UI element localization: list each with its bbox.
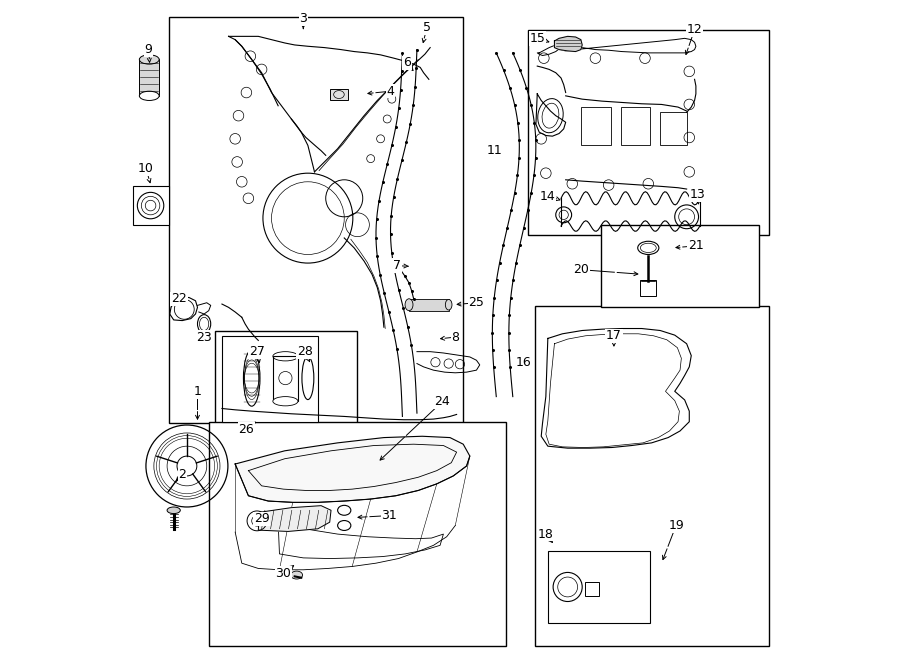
Text: 4: 4 — [387, 85, 394, 98]
Ellipse shape — [405, 299, 413, 311]
Bar — [209, 422, 506, 646]
Text: 18: 18 — [538, 527, 554, 541]
Bar — [548, 551, 651, 623]
Text: 19: 19 — [668, 519, 684, 532]
Bar — [661, 112, 687, 145]
Text: 7: 7 — [393, 259, 401, 272]
Text: 30: 30 — [275, 567, 292, 580]
Bar — [620, 107, 651, 145]
Ellipse shape — [446, 299, 452, 310]
Text: 2: 2 — [178, 468, 186, 481]
Bar — [329, 89, 348, 100]
Bar — [409, 299, 449, 311]
Text: 15: 15 — [529, 32, 545, 45]
Text: 3: 3 — [300, 12, 307, 25]
Bar — [222, 336, 318, 422]
Text: 22: 22 — [171, 292, 187, 305]
Polygon shape — [235, 436, 470, 502]
Ellipse shape — [140, 91, 159, 100]
Bar — [528, 30, 770, 235]
Text: 23: 23 — [196, 330, 212, 344]
Text: 24: 24 — [434, 395, 450, 408]
Polygon shape — [258, 506, 331, 531]
Bar — [641, 280, 656, 296]
Text: 17: 17 — [606, 329, 622, 342]
Bar — [535, 306, 770, 646]
Bar — [585, 582, 599, 596]
Text: 31: 31 — [382, 509, 397, 522]
Bar — [273, 356, 298, 401]
Bar — [132, 186, 169, 225]
Text: 5: 5 — [423, 21, 431, 34]
Text: 20: 20 — [573, 263, 589, 276]
Ellipse shape — [140, 55, 159, 64]
Bar — [600, 225, 760, 307]
Text: 29: 29 — [254, 512, 269, 525]
Text: 27: 27 — [249, 345, 265, 358]
Text: 28: 28 — [297, 345, 312, 358]
Ellipse shape — [291, 571, 302, 579]
Text: 14: 14 — [540, 190, 555, 203]
Bar — [140, 59, 159, 96]
Text: 21: 21 — [688, 239, 704, 253]
Text: 8: 8 — [451, 330, 459, 344]
Bar — [580, 107, 610, 145]
Text: 11: 11 — [487, 144, 503, 157]
Text: 13: 13 — [690, 188, 706, 202]
Ellipse shape — [273, 397, 298, 406]
Text: 6: 6 — [403, 56, 411, 69]
Text: 25: 25 — [469, 296, 484, 309]
Ellipse shape — [167, 507, 180, 514]
Text: 10: 10 — [138, 162, 154, 175]
Text: 26: 26 — [238, 423, 255, 436]
Text: 12: 12 — [687, 23, 702, 36]
Text: 1: 1 — [194, 385, 202, 398]
Bar — [169, 17, 464, 423]
Text: 16: 16 — [517, 356, 532, 369]
Bar — [215, 330, 357, 426]
Ellipse shape — [334, 91, 344, 98]
Text: 9: 9 — [145, 43, 152, 56]
Polygon shape — [554, 36, 582, 52]
